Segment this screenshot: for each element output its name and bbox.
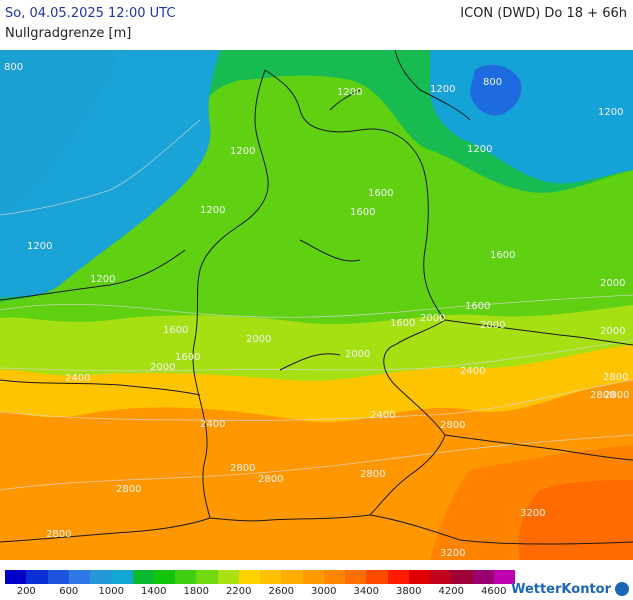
legend-swatch: [430, 570, 452, 584]
contour-label: 1600: [163, 325, 188, 336]
legend-tick-label: 1400: [141, 586, 167, 597]
wetterkontor-logo[interactable]: WetterKontor: [511, 579, 629, 599]
contour-label: 1600: [490, 250, 515, 261]
contour-label: 1200: [467, 144, 492, 155]
contour-label: 1200: [200, 205, 225, 216]
contour-label: 1200: [337, 87, 362, 98]
legend-swatch: [366, 570, 388, 584]
legend-tick-label: 2600: [268, 586, 294, 597]
legend-swatch: [90, 570, 112, 584]
parameter-title: Nullgradgrenze [m]: [5, 26, 132, 41]
legend-tick-label: 1000: [98, 586, 124, 597]
field-red-orange-alps: [518, 480, 633, 560]
logo-text: WetterKontor: [511, 581, 611, 597]
contour-label: 2000: [345, 349, 370, 360]
logo-icon: [615, 582, 629, 596]
contour-label: 2800: [440, 420, 465, 431]
contour-label: 1600: [390, 318, 415, 329]
contour-label: 2000: [600, 326, 625, 337]
contour-label: 2000: [420, 313, 445, 324]
contour-label: 1200: [230, 146, 255, 157]
contour-label: 1600: [368, 188, 393, 199]
legend-swatch: [238, 570, 260, 584]
contour-label: 2000: [246, 334, 271, 345]
contour-label: 800: [4, 62, 23, 73]
legend-tick-label: 3800: [396, 586, 422, 597]
freezing-level-map[interactable]: 800 1200 800 1200 1200 1200 1200 1200 12…: [0, 50, 633, 560]
legend-tick-label: 2200: [226, 586, 252, 597]
contour-lines: [0, 119, 633, 491]
contour-label: 1200: [90, 274, 115, 285]
legend-swatch: [260, 570, 282, 584]
legend-tick-label: 4600: [481, 586, 507, 597]
contour-label: 2400: [370, 410, 395, 421]
contour-label: 1200: [598, 107, 623, 118]
contour-label: 3200: [440, 548, 465, 559]
legend-swatch: [5, 570, 27, 584]
contour-label: 1200: [430, 84, 455, 95]
legend-swatch: [217, 570, 239, 584]
legend-swatch: [153, 570, 175, 584]
field-blue-sea: [0, 50, 120, 210]
contour-label: 2800: [258, 474, 283, 485]
legend-tick-label: 1800: [183, 586, 209, 597]
contour-label: 2800: [116, 484, 141, 495]
contour-label: 2800: [603, 372, 628, 383]
contour-label: 2800: [590, 390, 615, 401]
model-run-label: ICON (DWD) Do 18 + 66h: [460, 6, 627, 21]
contour-label: 1600: [350, 207, 375, 218]
legend-swatch: [345, 570, 367, 584]
country-borders: [0, 50, 633, 545]
legend-swatch: [26, 570, 48, 584]
contour-label: 2800: [230, 463, 255, 474]
contour-label: 2800: [604, 390, 629, 401]
legend-tick-label: 200: [16, 586, 36, 597]
contour-label: 1200: [27, 241, 52, 252]
map-canvas: 800 1200 800 1200 1200 1200 1200 1200 12…: [0, 50, 633, 560]
legend-tick-label: 3000: [311, 586, 337, 597]
contour-label: 2400: [200, 419, 225, 430]
legend-swatch: [68, 570, 90, 584]
legend-swatch: [493, 570, 515, 584]
contour-label: 2000: [480, 320, 505, 331]
legend-swatch: [175, 570, 197, 584]
legend-swatch: [408, 570, 430, 584]
legend-swatch: [323, 570, 345, 584]
legend-swatch: [472, 570, 494, 584]
legend-tick-labels: 200 600 1000 1400 1800 2200 2600 3000 3400 3800 42…: [5, 586, 515, 600]
legend-swatch: [302, 570, 324, 584]
legend-swatch: [111, 570, 133, 584]
contour-label: 2800: [46, 529, 71, 540]
contour-label: 2000: [150, 362, 175, 373]
legend-swatch: [451, 570, 473, 584]
legend-tick-label: 600: [59, 586, 79, 597]
legend-swatch: [281, 570, 303, 584]
color-scale-legend: [5, 570, 515, 584]
field-deepblue-baltic: [470, 64, 522, 116]
legend-swatch: [47, 570, 69, 584]
contour-label: 3200: [520, 508, 545, 519]
contour-label: 2400: [65, 373, 90, 384]
legend-tick-label: 4200: [438, 586, 464, 597]
legend-swatch: [196, 570, 218, 584]
contour-label: 2000: [600, 278, 625, 289]
contour-label: 800: [483, 77, 502, 88]
contour-label: 1600: [175, 352, 200, 363]
legend-swatch: [132, 570, 154, 584]
contour-label: 2400: [460, 366, 485, 377]
legend-tick-label: 3400: [353, 586, 379, 597]
legend-swatch: [387, 570, 409, 584]
contour-label: 2800: [360, 469, 385, 480]
contour-labels: 800 1200 800 1200 1200 1200 1200 1200 12…: [4, 62, 629, 559]
contour-label: 1600: [465, 301, 490, 312]
forecast-date-time: So, 04.05.2025 12:00 UTC: [5, 6, 176, 21]
